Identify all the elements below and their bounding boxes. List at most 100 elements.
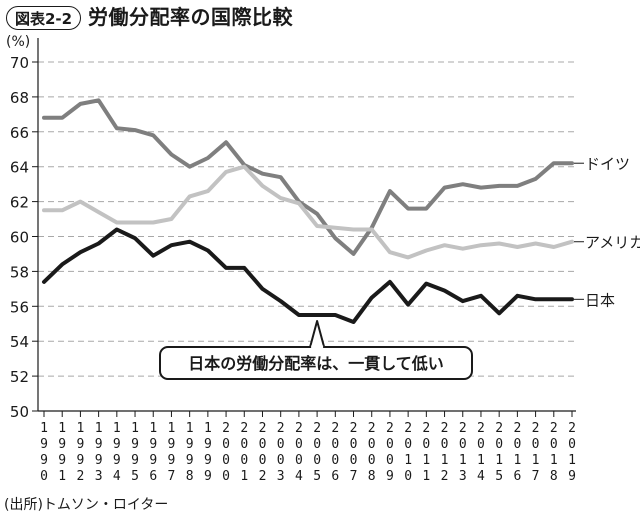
series-line-japan [42,227,574,324]
data-point-japan [42,280,46,284]
data-point-japan [279,299,282,303]
figure-number-badge: 図表2-2 [6,6,82,30]
y-tick-label: 62 [10,194,29,212]
annotation-text: 日本の労働分配率は、一貫して低い [188,354,444,373]
data-point-japan [552,298,555,301]
data-point-germany [425,207,428,210]
data-point-japan [315,313,319,317]
data-point-japan [534,298,537,301]
y-tick-label: 52 [10,368,29,386]
data-point-usa [497,242,501,245]
data-point-japan [152,254,155,257]
data-point-usa [443,244,446,247]
annotation-pointer [309,320,326,348]
data-point-usa [279,196,282,200]
y-tick-label: 64 [10,159,29,177]
source-note: (出所)トムソン・ロイター [4,497,169,513]
data-point-germany [115,127,119,130]
data-point-germany [570,162,574,165]
data-point-usa [534,242,537,245]
series-label-japan: 日本 [585,291,615,309]
data-point-usa [133,221,137,224]
data-point-germany [334,237,337,240]
data-point-japan [261,287,264,291]
data-point-japan [188,240,191,243]
data-point-usa [425,249,428,252]
y-tick-label: 68 [10,89,29,107]
data-point-japan [461,299,464,303]
data-point-germany [461,182,464,186]
data-point-japan [115,228,119,231]
data-point-usa [461,247,464,250]
y-axis-unit-label: (%) [6,34,31,50]
data-point-usa [261,184,264,188]
data-point-usa [334,226,337,229]
data-point-japan [443,289,446,292]
data-point-usa [352,228,355,231]
data-point-japan [497,312,501,315]
series-line-usa [42,164,574,260]
data-point-germany [516,184,519,188]
data-point-japan [479,294,483,298]
data-point-germany [152,134,155,137]
data-point-usa [170,217,173,221]
data-point-usa [188,195,191,198]
data-point-japan [297,313,301,317]
data-point-usa [570,240,574,243]
figure-title: 労働分配率の国際比較 [88,5,293,29]
data-point-germany [479,186,483,189]
y-tick-label: 50 [10,403,29,421]
data-point-usa [370,228,373,231]
data-point-germany [206,156,210,160]
data-point-usa [115,221,119,224]
data-point-japan [61,263,64,266]
data-point-usa [297,202,301,205]
data-point-usa [479,244,483,247]
data-point-usa [61,209,64,212]
data-point-germany [497,184,501,188]
data-point-japan [570,298,574,301]
series-label-usa: アメリカ [585,234,640,252]
data-point-japan [224,266,228,270]
y-tick-label: 66 [10,124,29,142]
data-point-usa [516,245,519,249]
data-point-germany [388,189,392,193]
data-point-usa [79,200,82,203]
data-point-japan [79,251,82,254]
data-point-japan [406,303,410,306]
y-tick-label: 58 [10,263,29,281]
data-point-germany [188,165,191,168]
data-point-japan [170,244,173,247]
data-point-usa [97,210,100,214]
data-point-usa [224,170,228,174]
data-point-japan [370,296,373,299]
data-point-germany [261,172,264,175]
data-point-usa [152,221,155,224]
data-point-usa [388,251,392,254]
data-point-germany [406,207,410,210]
y-tick-label: 60 [10,229,29,247]
data-point-japan [388,280,392,284]
